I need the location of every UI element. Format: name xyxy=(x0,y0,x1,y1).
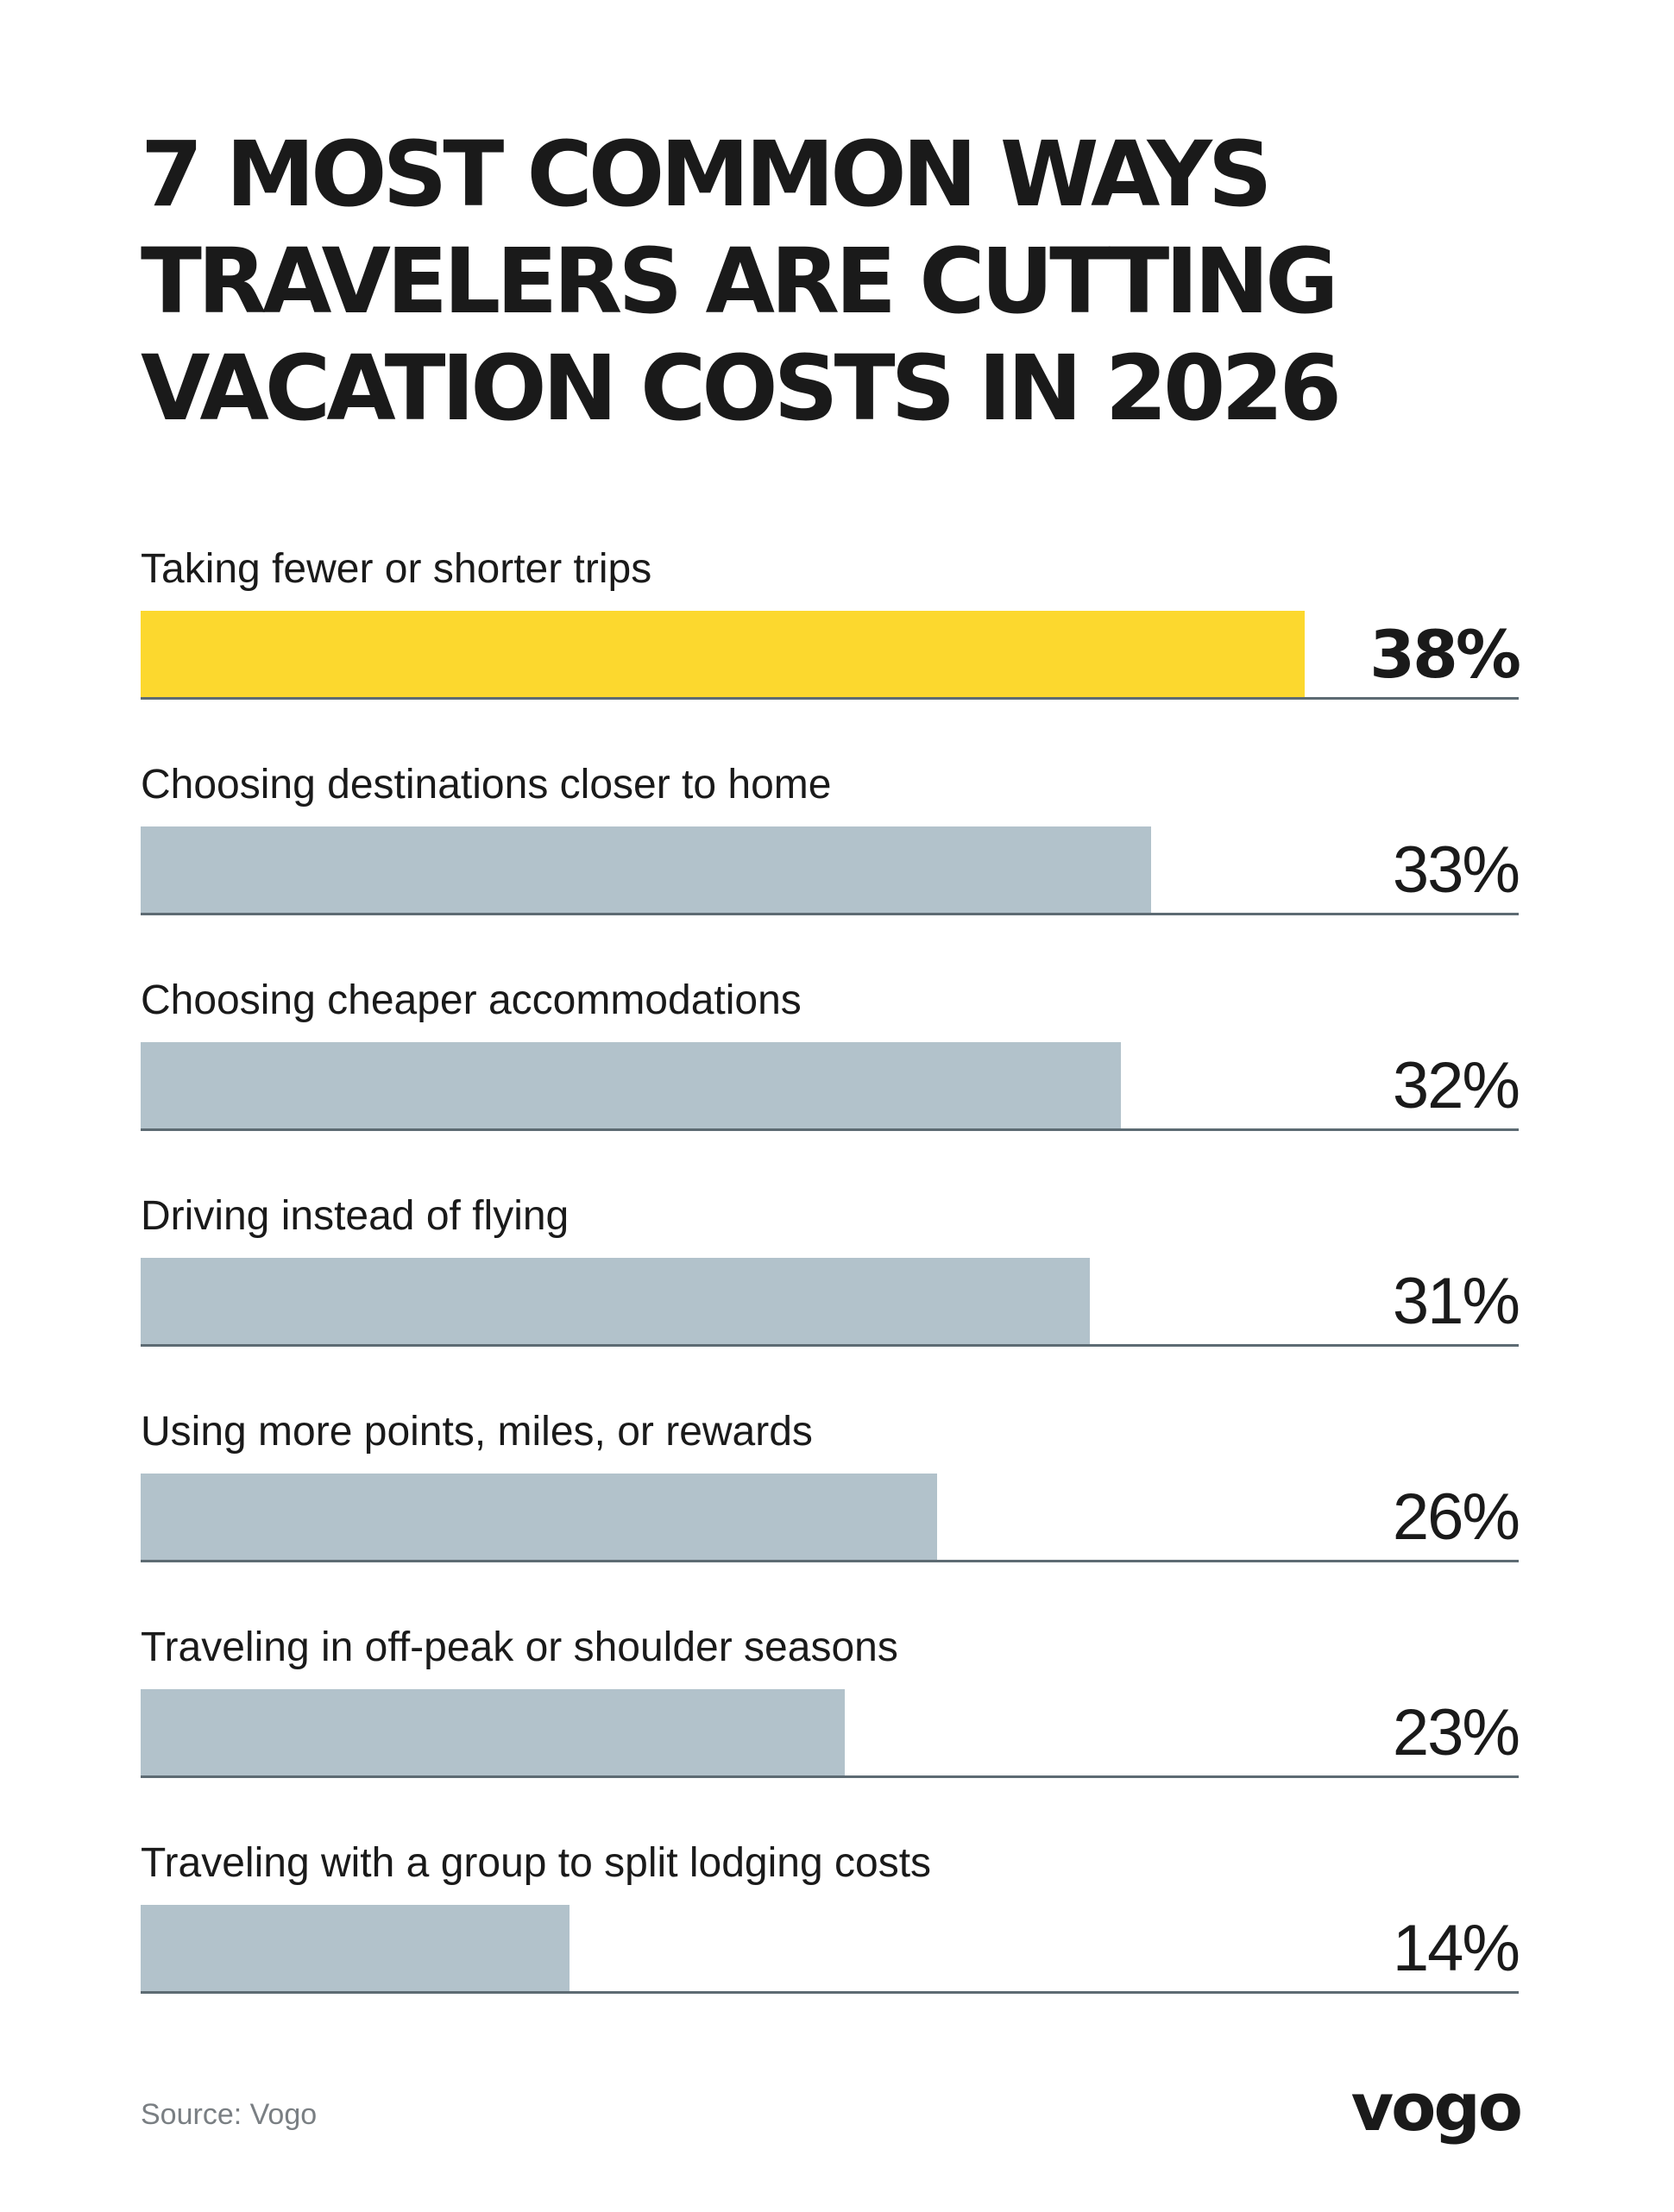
bar-row: Choosing destinations closer to home 33% xyxy=(141,751,1520,966)
bar xyxy=(141,1258,1090,1344)
title-line-3: VACATION COSTS IN 2026 xyxy=(141,336,1342,441)
source-note: Source: Vogo xyxy=(141,2098,318,2131)
bar-chart: Taking fewer or shorter trips 38% Choosing… xyxy=(141,535,1521,2045)
bar-baseline xyxy=(141,1560,1519,1562)
bar-track: 26% xyxy=(141,1474,1520,1562)
bar xyxy=(141,826,1151,913)
bar-row: Choosing cheaper accommodations 32% xyxy=(141,966,1520,1182)
category-label: Taking fewer or shorter trips xyxy=(141,546,652,592)
title-line-2: TRAVELERS ARE CUTTING xyxy=(141,229,1338,334)
title-line-1: 7 MOST COMMON WAYS xyxy=(141,122,1273,227)
bar-track: 23% xyxy=(141,1689,1520,1778)
bar-baseline xyxy=(141,697,1519,700)
bar xyxy=(141,1905,570,1991)
bar-baseline xyxy=(141,1128,1519,1131)
bar-row: Using more points, miles, or rewards 26% xyxy=(141,1398,1520,1613)
bar-row: Driving instead of flying 31% xyxy=(141,1182,1520,1398)
chart-title: 7 MOST COMMON WAYS TRAVELERS ARE CUTTING… xyxy=(141,121,1564,442)
bar-track: 31% xyxy=(141,1258,1520,1347)
value-label: 14% xyxy=(1392,1912,1520,1985)
category-label: Traveling in off-peak or shoulder season… xyxy=(141,1624,898,1670)
value-label: 31% xyxy=(1392,1265,1520,1338)
bar-track: 33% xyxy=(141,826,1520,915)
bar-track: 14% xyxy=(141,1905,1520,1994)
bar xyxy=(141,1689,845,1775)
category-label: Choosing cheaper accommodations xyxy=(141,977,802,1023)
bar-baseline xyxy=(141,1775,1519,1778)
value-label: 23% xyxy=(1392,1696,1520,1769)
bar-baseline xyxy=(141,913,1519,915)
category-label: Driving instead of flying xyxy=(141,1193,570,1239)
category-label: Choosing destinations closer to home xyxy=(141,762,832,808)
value-label: 33% xyxy=(1392,833,1520,907)
bar-track: 38% xyxy=(141,611,1521,700)
bar-baseline xyxy=(141,1344,1519,1347)
vogo-logo: vogo xyxy=(1350,2069,1523,2146)
category-label: Traveling with a group to split lodging … xyxy=(141,1840,932,1886)
bar xyxy=(141,1474,937,1560)
value-label: 32% xyxy=(1392,1049,1520,1122)
bar-row: Traveling in off-peak or shoulder season… xyxy=(141,1613,1520,1829)
bar-track: 32% xyxy=(141,1042,1520,1131)
bar-row: Taking fewer or shorter trips 38% xyxy=(141,535,1521,751)
bar xyxy=(141,1042,1121,1128)
value-label: 38% xyxy=(1369,616,1521,693)
value-label: 26% xyxy=(1392,1480,1520,1554)
bar xyxy=(141,611,1305,697)
category-label: Using more points, miles, or rewards xyxy=(141,1409,813,1455)
bar-baseline xyxy=(141,1991,1519,1994)
bar-row: Traveling with a group to split lodging … xyxy=(141,1829,1520,2045)
